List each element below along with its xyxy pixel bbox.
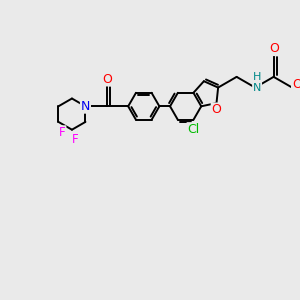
Text: N: N [81, 100, 90, 113]
Text: F: F [59, 126, 65, 139]
Text: O: O [270, 42, 280, 55]
Text: Cl: Cl [187, 123, 200, 136]
Text: F: F [71, 133, 78, 146]
Text: O: O [292, 78, 300, 91]
Text: O: O [102, 73, 112, 85]
Text: H
N: H N [253, 72, 261, 94]
Text: O: O [212, 103, 221, 116]
